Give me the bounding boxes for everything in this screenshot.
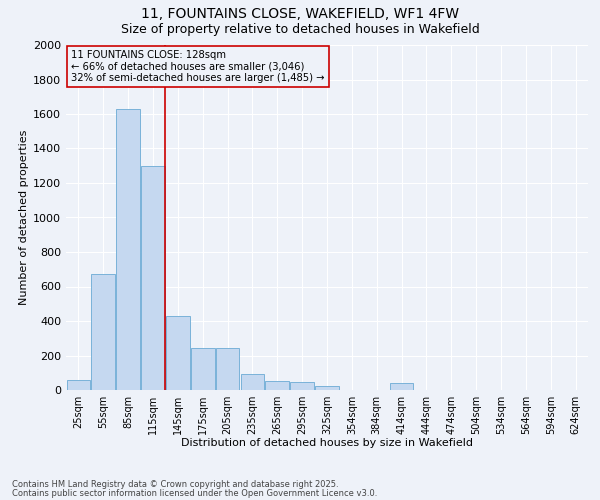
Text: 11 FOUNTAINS CLOSE: 128sqm
← 66% of detached houses are smaller (3,046)
32% of s: 11 FOUNTAINS CLOSE: 128sqm ← 66% of deta… — [71, 50, 325, 84]
Bar — [216, 348, 239, 390]
Bar — [67, 380, 90, 390]
X-axis label: Distribution of detached houses by size in Wakefield: Distribution of detached houses by size … — [181, 438, 473, 448]
Bar — [116, 109, 140, 390]
Bar — [91, 274, 115, 390]
Text: 11, FOUNTAINS CLOSE, WAKEFIELD, WF1 4FW: 11, FOUNTAINS CLOSE, WAKEFIELD, WF1 4FW — [141, 8, 459, 22]
Bar — [191, 348, 215, 390]
Bar — [315, 386, 339, 390]
Text: Contains HM Land Registry data © Crown copyright and database right 2025.: Contains HM Land Registry data © Crown c… — [12, 480, 338, 489]
Bar — [166, 316, 190, 390]
Bar — [241, 374, 264, 390]
Bar — [265, 382, 289, 390]
Y-axis label: Number of detached properties: Number of detached properties — [19, 130, 29, 305]
Bar — [390, 383, 413, 390]
Bar — [290, 382, 314, 390]
Text: Size of property relative to detached houses in Wakefield: Size of property relative to detached ho… — [121, 22, 479, 36]
Text: Contains public sector information licensed under the Open Government Licence v3: Contains public sector information licen… — [12, 488, 377, 498]
Bar — [141, 166, 165, 390]
